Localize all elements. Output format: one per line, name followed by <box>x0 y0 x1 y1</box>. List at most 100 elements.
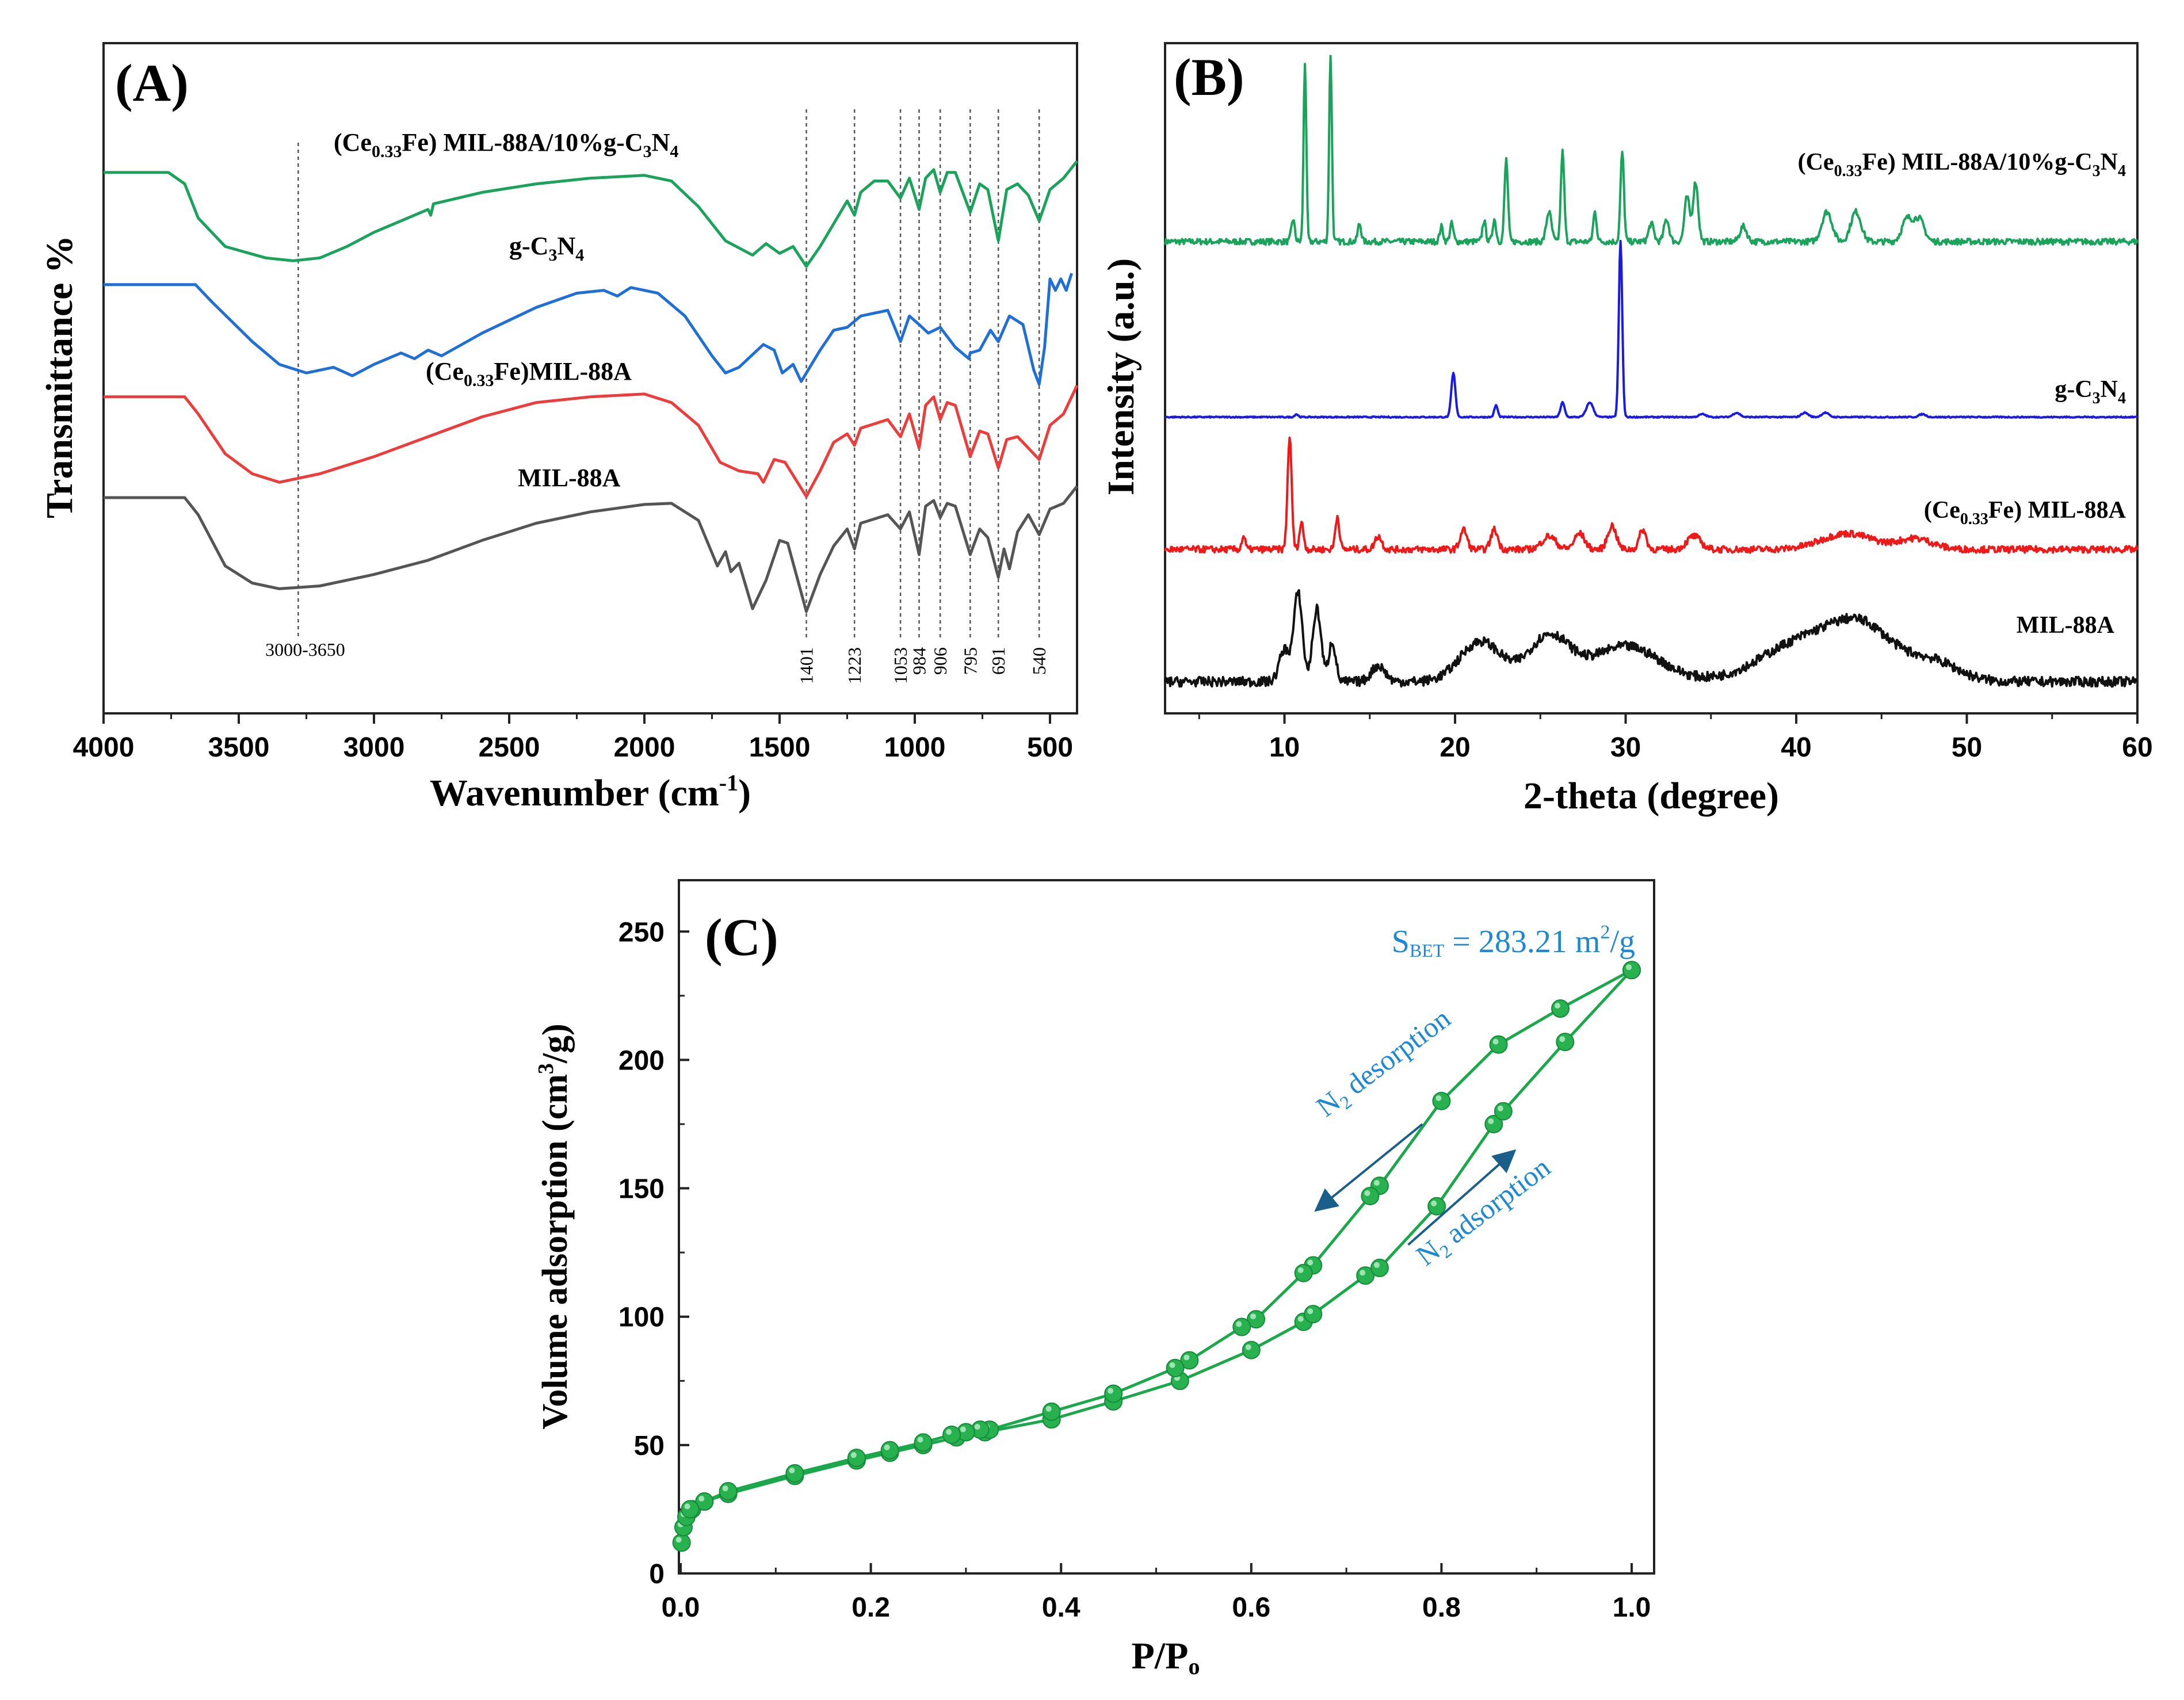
panel-c-data-point-highlight <box>1307 1308 1314 1315</box>
panel-c-x-tick-label: 0.0 <box>662 1592 700 1623</box>
panel-c-data-point <box>1622 961 1641 980</box>
panel-c-arrow <box>1314 1123 1423 1212</box>
panel-a-y-axis-title: Transmittance % <box>39 235 81 518</box>
panel-c-data-point <box>672 1533 691 1552</box>
panel-c-data-point <box>1242 1340 1261 1359</box>
panel-b-series-line <box>1164 55 2139 246</box>
panel-c-frame <box>678 879 1655 1575</box>
panel-c-data-point <box>1104 1384 1123 1403</box>
panel-c-data-point <box>681 1500 700 1519</box>
panel-c-x-axis-title: P/Po <box>1132 1635 1200 1679</box>
panel-c-data-point <box>1166 1358 1185 1377</box>
panel-c-data-point-highlight <box>1307 1259 1314 1266</box>
panel-a-series-line <box>104 160 1078 268</box>
panel-b-x-tick-label: 20 <box>1440 732 1470 763</box>
panel-c-data-point <box>719 1482 738 1501</box>
panel-b: 10 20 30 40 50 60 (Ce0.33Fe) MIL-88A/10%g-C3N… <box>1100 42 2153 817</box>
panel-c-y-tick-label: 150 <box>618 1174 665 1205</box>
panel-c-data-point <box>1042 1402 1061 1421</box>
panel-c-data-point <box>1294 1263 1313 1282</box>
panel-c-data-point-highlight <box>960 1426 966 1432</box>
panel-c-data-point-highlight <box>1297 1267 1304 1273</box>
panel-c-x-tick-label: 0.6 <box>1232 1592 1270 1623</box>
panel-a-frame <box>102 42 1078 715</box>
panel-b-series-label: MIL-88A <box>2017 612 2115 639</box>
panel-c-x-tick-label: 1.0 <box>1613 1592 1651 1623</box>
panel-c-data-point-highlight <box>1488 1118 1494 1124</box>
panel-b-x-tick-label: 50 <box>1952 732 1982 763</box>
panel-c-data-point <box>1494 1102 1513 1121</box>
panel-a-reference-label: 691 <box>988 647 1009 675</box>
panel-b-x-tick-label: 60 <box>2122 732 2152 763</box>
panel-c-data-point-highlight <box>1497 1105 1503 1111</box>
panel-b-series-line <box>1164 589 2138 688</box>
panel-a-x-axis-title: Wavenumber (cm-1) <box>430 770 751 814</box>
panel-c-x-tick-label: 0.8 <box>1422 1592 1461 1623</box>
panel-a-x-tick-label: 500 <box>1027 732 1073 763</box>
panel-b-label: (B) <box>1174 48 1244 106</box>
panel-a-x-tick-label: 2000 <box>614 732 675 763</box>
panel-c-data-point-highlight <box>675 1537 682 1543</box>
panel-c-data-point <box>847 1449 866 1468</box>
panel-c-bet-annotation: SBET = 283.21 m2/g <box>1392 922 1635 961</box>
panel-a-series-line <box>104 384 1079 498</box>
panel-c-data-point-highlight <box>1559 1036 1566 1042</box>
panel-c-y-tick-label: 50 <box>634 1431 665 1461</box>
panel-c-data-point-highlight <box>684 1503 690 1510</box>
panel-c-data-point-highlight <box>1364 1190 1370 1196</box>
panel-b-series-label: (Ce0.33Fe) MIL-88A <box>1924 497 2126 528</box>
panel-a-reference-label: 1401 <box>796 647 817 684</box>
panel-c-data-point-highlight <box>1492 1038 1499 1045</box>
panel-a-reference-label: 984 <box>909 647 930 675</box>
panel-a-series-label: (Ce0.33Fe)MIL-88A <box>426 357 632 390</box>
panel-a-x-tick-label: 3500 <box>208 732 270 763</box>
panel-c-y-tick-label: 250 <box>618 917 665 948</box>
panel-c-data-point-highlight <box>1108 1388 1114 1394</box>
panel-b-series-line <box>1164 436 2139 554</box>
panel-a-reference-label: 1223 <box>844 647 865 684</box>
panel-a-series-line <box>104 485 1078 613</box>
panel-c-data-point <box>1556 1033 1575 1052</box>
panel-c-data-point-highlight <box>1045 1405 1052 1412</box>
panel-c-data-point <box>880 1441 899 1460</box>
panel-c-data-point-highlight <box>1183 1354 1190 1361</box>
panel-c-label: (C) <box>705 908 778 966</box>
panel-a-label: (A) <box>115 54 189 112</box>
panel-c-data-point-highlight <box>1626 964 1632 971</box>
panel-c-data-point-highlight <box>1360 1270 1366 1276</box>
panel-c-data-point-highlight <box>1555 1003 1561 1009</box>
panel-c-data-point-highlight <box>1435 1095 1442 1101</box>
panel-a-x-tick-label: 1000 <box>884 732 946 763</box>
panel-c-data-point <box>1489 1035 1508 1054</box>
panel-c-data-point-highlight <box>1250 1313 1257 1320</box>
panel-c-data-point <box>1432 1091 1451 1110</box>
panel-c-data-point <box>914 1433 933 1452</box>
panel-c-data-point-highlight <box>850 1452 857 1458</box>
panel-a-reference-label: 795 <box>960 647 980 675</box>
panel-a-x-tick-label: 3000 <box>343 732 405 763</box>
panel-c-y-tick-label: 0 <box>649 1559 665 1590</box>
panel-c-arrow <box>1407 1149 1517 1246</box>
panel-c-data-point <box>1361 1186 1380 1205</box>
panel-c-y-axis-title: Volume adsorption (cm3/g) <box>534 1023 575 1430</box>
panel-c-data-point <box>1304 1305 1323 1324</box>
panel-c-data-point <box>1551 999 1570 1018</box>
panel-c-data-point-highlight <box>946 1429 952 1435</box>
panel-c-x-tick-label: 0.4 <box>1042 1592 1080 1623</box>
panel-a-reference-label: 906 <box>930 647 950 675</box>
panel-a-x-tick-label: 2500 <box>479 732 540 763</box>
panel-c-data-point <box>785 1464 804 1483</box>
panel-c-data-point-highlight <box>789 1467 795 1473</box>
panel-c-data-point-highlight <box>1245 1344 1251 1350</box>
panel-b-series-label: (Ce0.33Fe) MIL-88A/10%g-C3N4 <box>1798 149 2126 180</box>
panel-c-y-tick-label: 100 <box>618 1302 665 1333</box>
panel-b-series-label: g-C3N4 <box>2055 376 2126 407</box>
panel-c-data-point-highlight <box>884 1444 890 1450</box>
panel-c-data-point-highlight <box>1373 1262 1380 1268</box>
panel-c-data-point-highlight <box>917 1437 923 1443</box>
panel-b-x-axis-title: 2-theta (degree) <box>1524 775 1779 817</box>
panel-c-data-point-highlight <box>974 1424 980 1430</box>
panel-a-reference-label: 540 <box>1029 647 1049 675</box>
